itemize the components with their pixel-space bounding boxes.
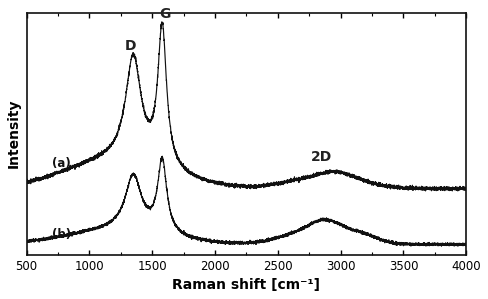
Text: (b): (b) [52, 228, 71, 241]
Text: (a): (a) [52, 157, 70, 170]
Text: G: G [159, 7, 170, 21]
X-axis label: Raman shift [cm⁻¹]: Raman shift [cm⁻¹] [172, 278, 320, 292]
Y-axis label: Intensity: Intensity [7, 99, 21, 168]
Text: D: D [125, 39, 137, 53]
Text: 2D: 2D [311, 150, 332, 164]
